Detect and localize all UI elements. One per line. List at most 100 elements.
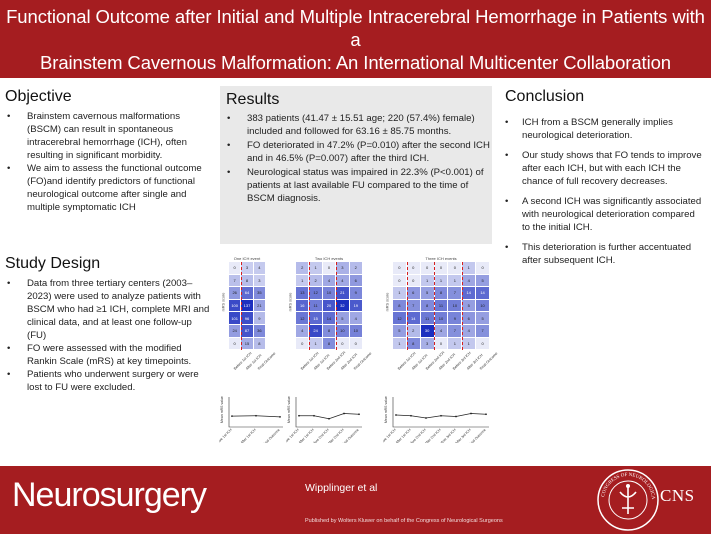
publisher-note: Published by Wolters Kluwer on behalf of…: [305, 518, 503, 524]
heatmap-cell: 1: [462, 337, 476, 350]
heatmap-cell: 21: [253, 299, 265, 312]
heatmap-cell: 12: [393, 312, 406, 324]
results-box: Results 383 patients (41.47 ± 15.51 age;…: [220, 86, 492, 244]
study-design-bullet: Patients who underwent surgery or were l…: [0, 368, 210, 394]
heatmap-cell: 87: [241, 324, 253, 337]
heatmap-cell: 10: [448, 299, 462, 312]
heatmap-x-labels: Before 1st ICH After 1st ICH Before 2nd IC…: [393, 350, 499, 376]
heatmap-cell: 5: [476, 274, 489, 287]
heatmap-cell: 4: [296, 324, 309, 337]
heatmap-cell: 7: [476, 324, 489, 337]
heatmap-cell: 1: [434, 274, 448, 287]
objective-list: Brainstem cavernous malformations (BSCM)…: [0, 110, 210, 214]
heatmap-cell: 9: [448, 312, 462, 324]
heatmap-cell: 1: [420, 274, 434, 287]
heatmap-y-label: mRS score: [221, 292, 226, 312]
results-heading: Results: [226, 91, 280, 108]
heatmap-cell: 0: [406, 262, 420, 274]
heatmap-cell: 8: [420, 299, 434, 312]
heatmap-panel: One ICH event 0 3 4 7 8 3 26 64 35 100 137 21 101 96 9 2…: [221, 256, 276, 376]
heatmap-cell: 1: [309, 337, 322, 350]
heatmap-cell: 4: [434, 324, 448, 337]
study-design-bullet: FO were assessed with the modified Ranki…: [0, 342, 210, 368]
heatmap-cell: 100: [229, 299, 241, 312]
mean-mrs-point: [298, 414, 300, 417]
heatmap-cell: 14: [322, 312, 336, 324]
heatmap-cell: 11: [309, 299, 322, 312]
results-bullet: Neurological status was impaired in 22.3…: [220, 166, 492, 205]
heatmap-cell: 10: [322, 287, 336, 299]
heatmap-cell: 0: [448, 262, 462, 274]
heatmap-cell: 19: [349, 299, 362, 312]
heatmap-cell: 9: [253, 312, 265, 324]
heatmap-cell: 7: [448, 287, 462, 299]
poster-title-line2: Brainstem Cavernous Malformation: An Int…: [40, 51, 671, 73]
heatmap-cell: 14: [476, 287, 489, 299]
heatmap-cell: 0: [349, 337, 362, 350]
heatmap-cell: 15: [241, 337, 253, 350]
heatmap-cell: 1: [462, 262, 476, 274]
heatmap-cell: 4: [462, 274, 476, 287]
heatmap-cell: 12: [296, 312, 309, 324]
results-bullet: FO deteriorated in 47.2% (P=0.010) after…: [220, 139, 492, 165]
line-chart-y-label: Mean mRS value: [384, 396, 388, 423]
heatmap-cell: 0: [336, 337, 349, 350]
mean-mrs-point: [343, 412, 345, 415]
left-column: Objective Brainstem cavernous malformati…: [0, 88, 210, 394]
timepoint-divider: [406, 262, 408, 350]
results-list: 383 patients (41.47 ± 15.51 age; 220 (57…: [220, 112, 492, 205]
mean-mrs-point: [358, 413, 360, 416]
journal-brand: Neurosurgery: [12, 476, 207, 514]
heatmap-cell: 96: [241, 312, 253, 324]
objective-heading: Objective: [5, 88, 72, 105]
conclusion-heading: Conclusion: [505, 88, 585, 105]
heatmap-cell: 24: [309, 324, 322, 337]
poster-header: Functional Outcome after Initial and Mul…: [0, 0, 711, 78]
heatmap-x-labels: Before 1st ICH After 1st ICH Before 2nd IC…: [296, 350, 372, 376]
line-chart-svg: Before 1st ICH After 1st ICH Final Outcome…: [219, 396, 283, 443]
heatmap-cell: 14: [462, 287, 476, 299]
heatmap-cell: 0: [296, 337, 309, 350]
heatmap-cell: 2: [406, 324, 420, 337]
line-chart-x-label: After 1st ICH: [395, 428, 412, 443]
heatmap-cell: 7: [448, 324, 462, 337]
heatmap-cell: 11: [420, 312, 434, 324]
line-chart-x-label: After 2nd ICH: [327, 428, 345, 443]
heatmap-cell: 5: [462, 299, 476, 312]
objective-bullet: We aim to assess the functional outcome …: [0, 162, 210, 214]
heatmap-cell: 6: [462, 312, 476, 324]
heatmap-cell: 1: [448, 274, 462, 287]
heatmap-cell: 8: [253, 337, 265, 350]
heatmap-cell: 13: [296, 287, 309, 299]
mean-mrs-point: [470, 412, 472, 415]
mean-mrs-point: [440, 414, 442, 417]
heatmap-panel: Three ICH events 0 0 0 0 0 1 0 0 0 1 1 1 4 5 1 6 5 8 7 14 14 8…: [385, 256, 499, 376]
heatmap-cell: 7: [229, 274, 241, 287]
heatmap-cell: 3: [253, 274, 265, 287]
heatmap-cell: 5: [420, 287, 434, 299]
heatmap-cell: 0: [229, 262, 241, 274]
study-design-bullet: Data from three tertiary centers (2003–2…: [0, 277, 210, 342]
mean-mrs-line-chart: Before 1st ICH After 1st ICH Final Outcome…: [219, 393, 287, 443]
heatmap-panel: Two ICH events 2 1 0 3 2 1 2 4 4 6 13 12 10 21 9 16 11 20 3…: [288, 256, 372, 376]
heatmap-cell: 6: [349, 274, 362, 287]
timepoint-divider: [461, 262, 463, 350]
heatmap-cell: 4: [336, 274, 349, 287]
conclusion-list: ICH from a BSCM generally implies neurol…: [500, 116, 705, 267]
heatmap-cell: 12: [309, 287, 322, 299]
heatmap-cell: 1: [448, 337, 462, 350]
line-chart-x-label: After 1st ICH: [240, 428, 257, 443]
heatmap-cell: 0: [476, 262, 489, 274]
heatmap-cell: 15: [309, 312, 322, 324]
mean-mrs-point: [485, 413, 487, 416]
heatmap-y-label: mRS score: [385, 292, 390, 312]
heatmap-cell: 10: [476, 299, 489, 312]
line-chart-x-label: After 1st ICH: [298, 428, 315, 443]
line-chart-axes: [295, 397, 362, 428]
conclusion-bullet: This deterioration is further accentuate…: [500, 241, 705, 267]
heatmap-cell: 20: [322, 299, 336, 312]
heatmap-cell: 3: [336, 262, 349, 274]
heatmap-cell: 35: [253, 287, 265, 299]
